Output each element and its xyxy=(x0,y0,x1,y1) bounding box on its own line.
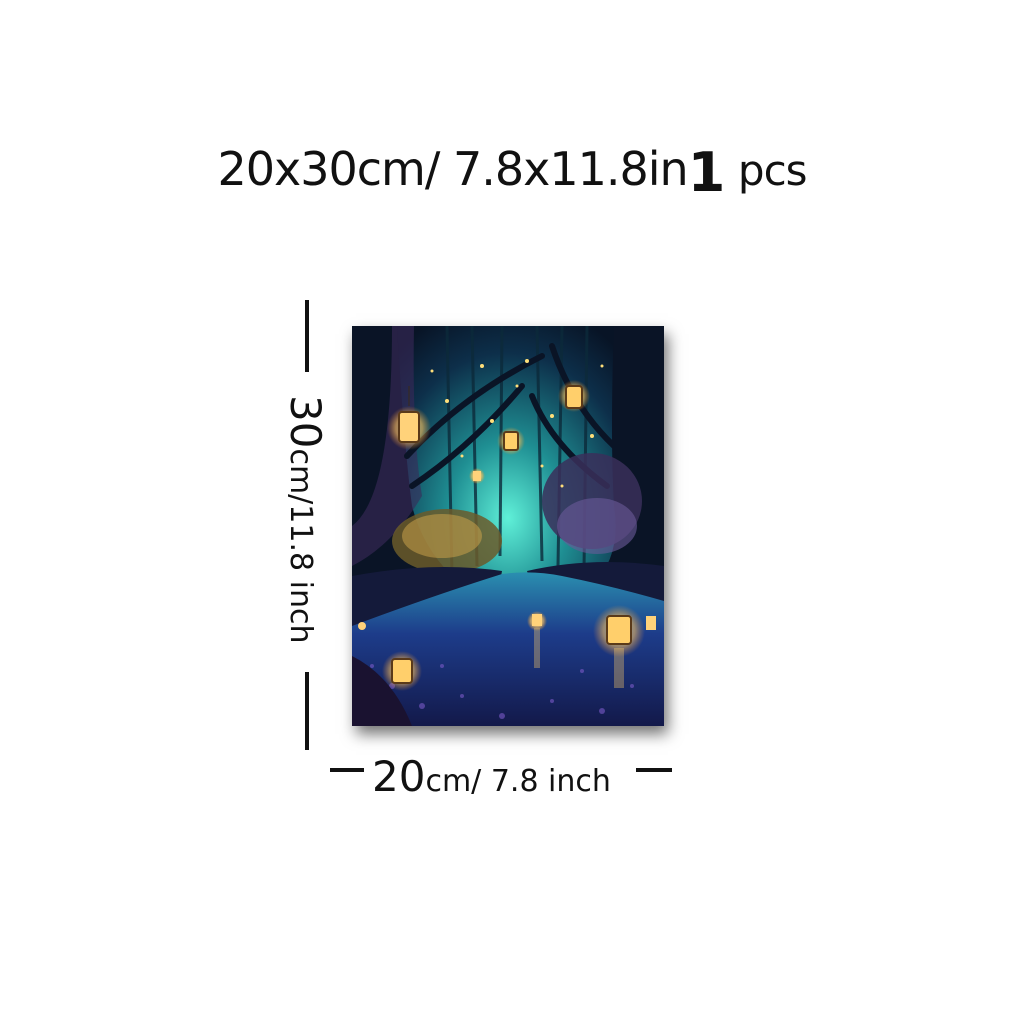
height-bar-top xyxy=(305,300,309,372)
height-unit: cm/11.8 inch xyxy=(283,448,318,644)
product-size-title: 20x30cm/ 7.8x11.8in1 pcs xyxy=(0,135,1024,204)
size-text: 20x30cm/ 7.8x11.8in xyxy=(217,142,688,196)
width-label: 20cm/ 7.8 inch xyxy=(372,752,611,801)
quantity-text: 1 xyxy=(687,141,726,204)
height-value: 30 xyxy=(281,395,330,449)
unit-text: pcs xyxy=(737,146,808,195)
height-label: 30cm/11.8 inch xyxy=(281,395,330,643)
width-value: 20 xyxy=(372,752,426,801)
width-bar-right xyxy=(636,768,672,772)
width-unit: cm/ 7.8 inch xyxy=(425,764,611,799)
height-bar-bottom xyxy=(305,672,309,750)
forest-lantern-painting xyxy=(352,326,664,726)
artwork-canvas xyxy=(352,326,664,726)
width-bar-left xyxy=(330,768,364,772)
lantern-group xyxy=(387,380,590,484)
